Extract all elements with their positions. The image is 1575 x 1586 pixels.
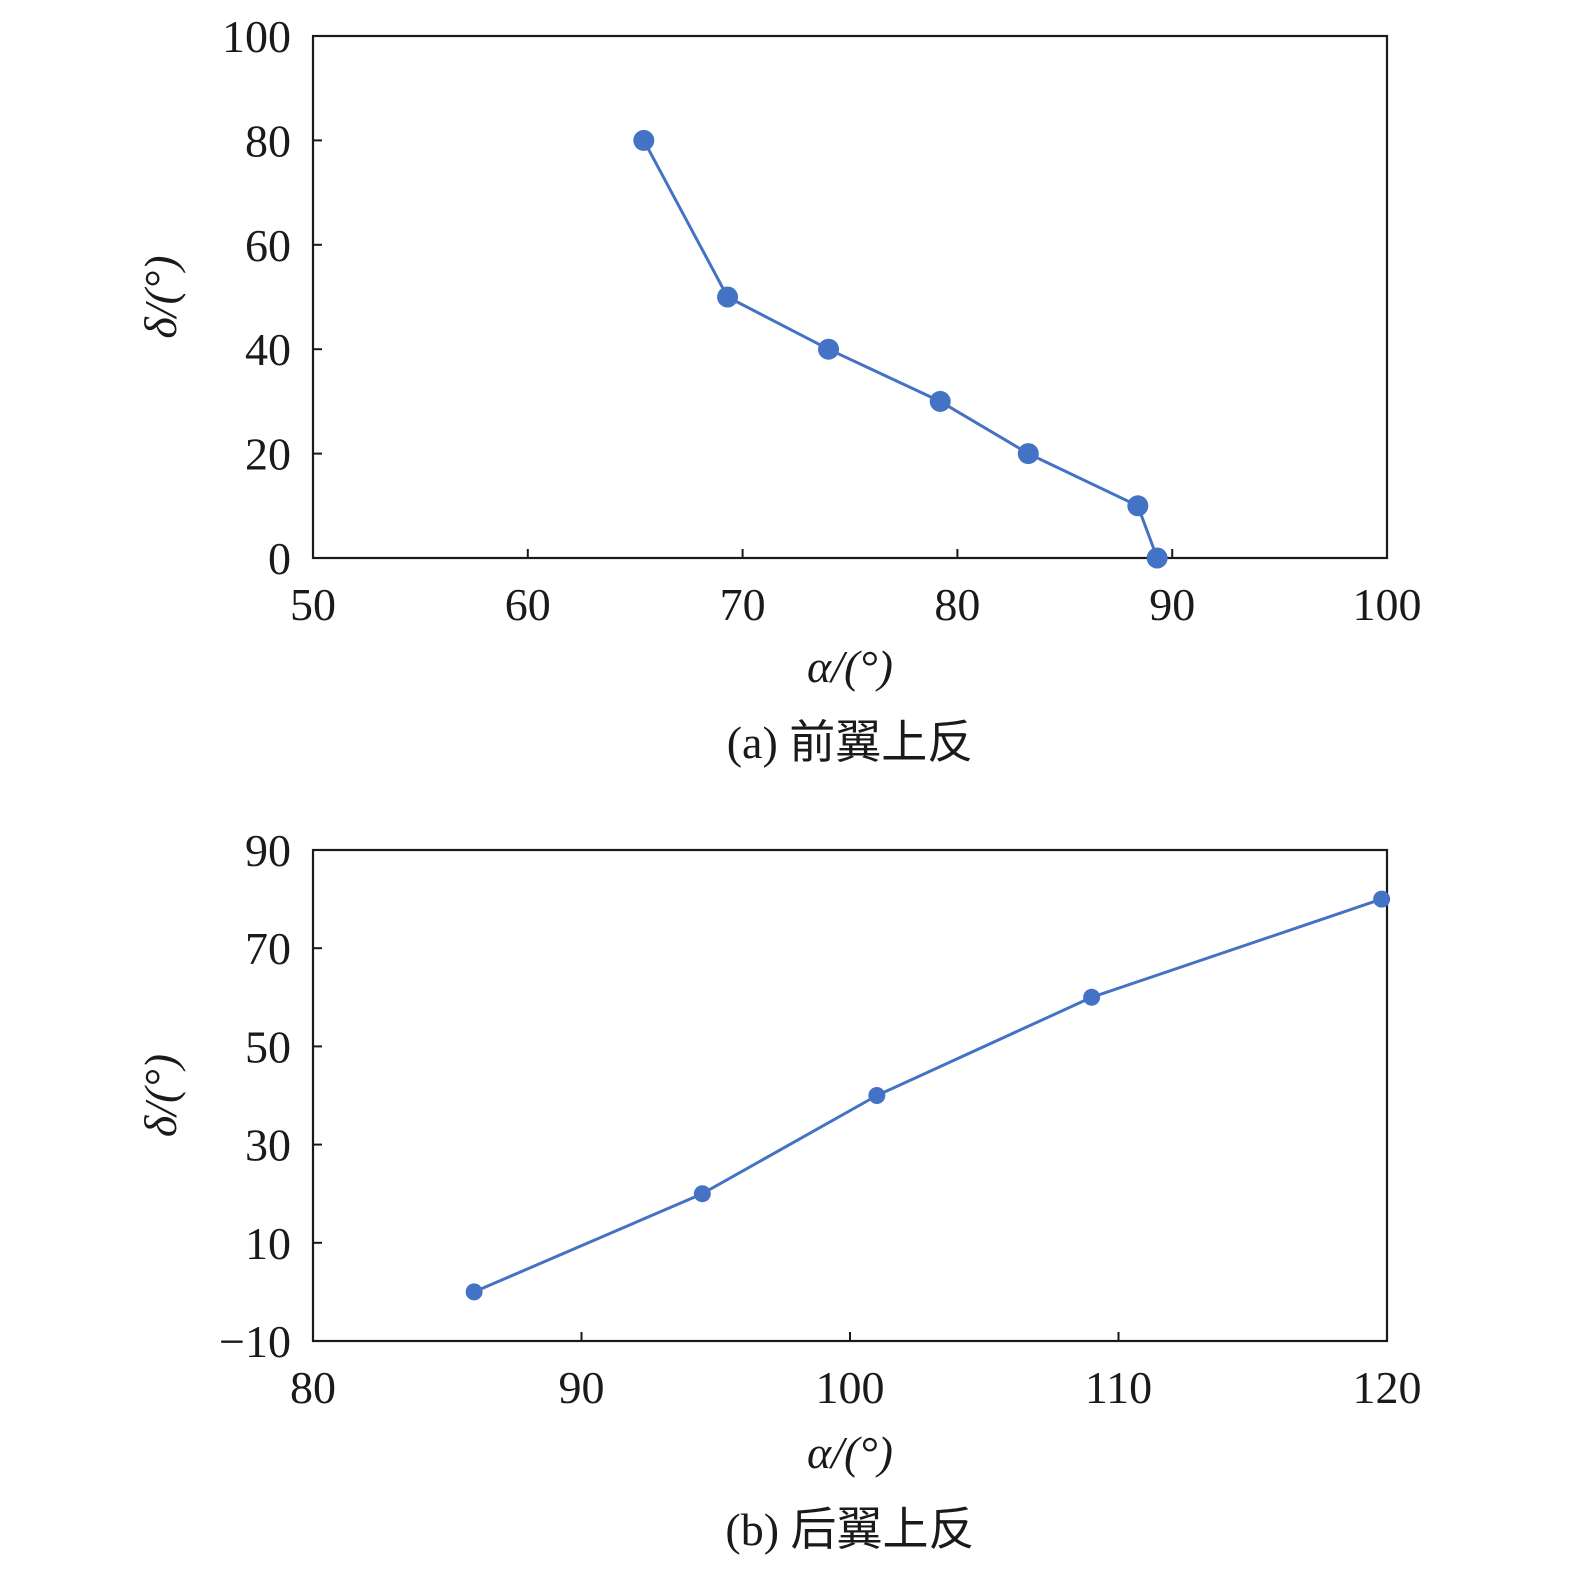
chart-b-data-point	[868, 1087, 886, 1104]
chart-a-y-tick-label: 20	[245, 429, 291, 480]
chart-a-x-tick-label: 70	[720, 579, 766, 630]
chart-a-series-line	[642, 139, 1159, 559]
chart-a-data-point	[717, 286, 739, 308]
chart-a-data-point	[818, 338, 840, 360]
chart-b-series-line	[473, 897, 1383, 1294]
chart-b-y-tick-label: −10	[219, 1316, 291, 1367]
chart-a-data-point	[1127, 495, 1149, 517]
chart-b-caption: (b) 后翼上反	[725, 1504, 974, 1555]
chart-a-y-tick-label: 0	[268, 533, 291, 584]
chart-a-x-tick-label: 80	[934, 579, 980, 630]
chart-a-caption: (a) 前翼上反	[727, 717, 974, 768]
chart-a-data-point	[633, 129, 655, 151]
chart-b-x-axis-title: α/(°)	[807, 1427, 893, 1478]
chart-b-y-tick-label: 30	[245, 1120, 291, 1171]
chart-b-y-tick-label: 90	[245, 825, 291, 876]
chart-b-x-tick-label: 90	[559, 1362, 605, 1413]
chart-a-plot-frame	[311, 34, 1389, 560]
chart-a-y-tick-label: 80	[245, 115, 291, 166]
chart-a-x-tick-label: 50	[290, 579, 336, 630]
chart-b-data-point	[465, 1283, 483, 1301]
chart-b: 80 90 100 110 120 −10 10 30 50 70 90 α/(°) δ/(°) (…	[135, 825, 1422, 1555]
chart-a-x-axis-title: α/(°)	[807, 641, 893, 692]
chart-b-data-point	[693, 1185, 711, 1203]
chart-a-y-axis-title: δ/(°)	[135, 255, 186, 338]
chart-b-plot-frame	[311, 848, 1389, 1343]
chart-a: 50 60 70 80 90 100 0 20 40 60 80 100 α/(°) δ/(°) (a…	[135, 11, 1422, 768]
chart-a-x-tick-label: 100	[1353, 579, 1422, 630]
chart-b-y-axis-title: δ/(°)	[135, 1054, 186, 1137]
chart-b-x-tick-label: 110	[1085, 1362, 1152, 1413]
chart-a-data-point	[929, 390, 951, 412]
chart-b-x-tick-label: 100	[816, 1362, 885, 1413]
chart-a-y-tick-label: 60	[245, 220, 291, 271]
chart-b-data-point	[1083, 988, 1101, 1006]
chart-b-x-tick-label: 80	[290, 1362, 336, 1413]
chart-a-y-tick-label: 40	[245, 324, 291, 375]
chart-b-x-tick-label: 120	[1353, 1362, 1422, 1413]
chart-a-y-tick-label: 100	[222, 11, 291, 62]
chart-b-y-tick-label: 50	[245, 1021, 291, 1072]
chart-b-y-tick-label: 70	[245, 923, 291, 974]
chart-b-y-tick-label: 10	[245, 1218, 291, 1269]
chart-a-data-point	[1017, 443, 1039, 465]
chart-a-x-tick-label: 60	[505, 579, 551, 630]
chart-b-data-point	[1373, 890, 1391, 908]
chart-a-x-tick-label: 90	[1149, 579, 1195, 630]
chart-a-data-point	[1146, 547, 1168, 569]
